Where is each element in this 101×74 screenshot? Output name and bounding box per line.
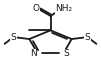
Text: O: O (33, 4, 40, 13)
Text: S: S (64, 49, 69, 58)
Text: S: S (11, 33, 17, 42)
Text: N: N (30, 49, 37, 58)
Text: S: S (84, 33, 90, 42)
Text: NH₂: NH₂ (55, 4, 72, 13)
